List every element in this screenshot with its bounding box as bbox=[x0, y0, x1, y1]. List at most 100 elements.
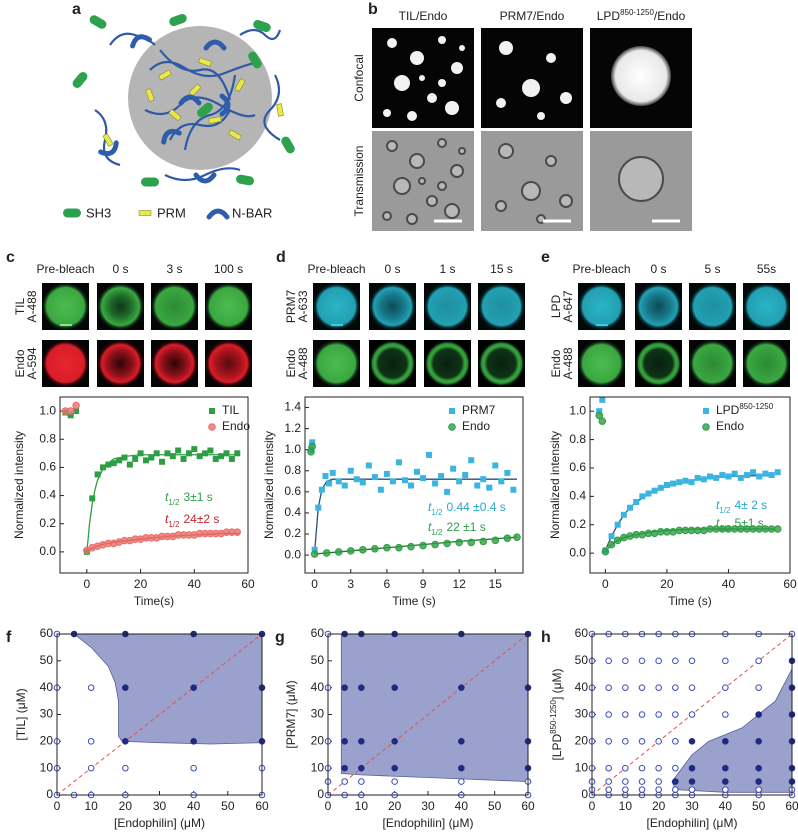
mixed-point bbox=[638, 684, 646, 691]
point bbox=[756, 473, 763, 480]
x-tick-label: 50 bbox=[752, 799, 766, 813]
point bbox=[767, 525, 776, 533]
sh3 bbox=[70, 70, 90, 90]
time-label: 55s bbox=[757, 262, 776, 276]
point bbox=[598, 417, 607, 425]
droplet-image bbox=[409, 153, 425, 169]
phase-separated-point bbox=[391, 738, 398, 745]
x-tick-label: 40 bbox=[722, 577, 736, 591]
point bbox=[467, 538, 476, 547]
mixed-point bbox=[672, 786, 679, 793]
droplet-image bbox=[545, 155, 557, 167]
droplet-image bbox=[427, 93, 437, 103]
point bbox=[341, 482, 348, 489]
mixed-point bbox=[755, 657, 762, 665]
phase-separated-point bbox=[358, 738, 365, 745]
point bbox=[768, 472, 775, 479]
frap-image bbox=[42, 340, 89, 387]
y-tick-label: 0.8 bbox=[39, 431, 56, 445]
phase-separated-point bbox=[190, 684, 197, 691]
droplet-image bbox=[445, 101, 459, 115]
droplet-image bbox=[437, 181, 447, 191]
droplet-image bbox=[559, 194, 573, 208]
mixed-point bbox=[672, 764, 679, 772]
x-tick-label: 15 bbox=[489, 577, 503, 591]
point bbox=[455, 538, 463, 547]
chain bbox=[164, 167, 241, 182]
x-tick-label: 30 bbox=[153, 799, 167, 813]
point bbox=[94, 471, 101, 478]
point bbox=[212, 455, 219, 462]
mixed-point bbox=[672, 738, 679, 745]
droplet-image bbox=[450, 164, 464, 178]
nbar bbox=[131, 34, 150, 46]
x-axis-label: Time (s) bbox=[392, 594, 436, 608]
droplet-image bbox=[522, 79, 540, 97]
frap-image bbox=[689, 283, 736, 330]
frap-image bbox=[478, 283, 525, 330]
phase-separated-point bbox=[358, 764, 365, 772]
point bbox=[308, 442, 317, 451]
y-tick-label: 1.4 bbox=[284, 400, 301, 414]
plot-frame bbox=[589, 396, 791, 574]
legend-marker bbox=[208, 423, 216, 431]
frap-image bbox=[424, 283, 471, 330]
annotation-symbol: t bbox=[716, 498, 720, 512]
point bbox=[700, 526, 708, 535]
sh3 bbox=[168, 12, 188, 28]
point bbox=[743, 472, 750, 479]
point bbox=[719, 472, 726, 479]
point bbox=[688, 479, 695, 486]
y-tick-label: 1.2 bbox=[284, 421, 301, 435]
schematic: SH3 PRM N-BAR bbox=[63, 12, 297, 220]
y-tick-label: 60 bbox=[575, 626, 589, 640]
time-label: 15 s bbox=[490, 262, 513, 276]
point bbox=[773, 525, 782, 533]
channel-label: LPD bbox=[549, 294, 563, 318]
annotation: t1/2 4± 2 s bbox=[716, 498, 767, 514]
point bbox=[443, 539, 451, 548]
point bbox=[326, 480, 333, 487]
phase-separated-point bbox=[122, 738, 129, 745]
channel-label: Endo bbox=[549, 349, 563, 377]
point bbox=[656, 528, 665, 536]
text-part: LPD bbox=[597, 9, 621, 23]
y-axis-label: [LPD850-1250] (μM) bbox=[549, 668, 565, 760]
point bbox=[153, 450, 160, 457]
y-tick-label: 30 bbox=[311, 707, 325, 721]
annotation-subscript: 1/2 bbox=[168, 498, 180, 507]
x-tick-label: 0 bbox=[54, 799, 61, 813]
y-tick-label: 0.6 bbox=[569, 460, 586, 474]
point bbox=[713, 474, 720, 481]
y-tick-label: 60 bbox=[40, 626, 54, 640]
phase-separated-point bbox=[755, 778, 762, 785]
point bbox=[185, 450, 192, 457]
point bbox=[359, 479, 366, 486]
y-axis-label: Normalized intensity bbox=[548, 431, 562, 539]
point bbox=[207, 447, 214, 454]
legend-marker bbox=[703, 408, 709, 414]
superscript: 850-1250 bbox=[620, 8, 654, 17]
mixed-point bbox=[605, 778, 612, 785]
mixed-point bbox=[672, 657, 679, 665]
y-axis-label: [PRM7] (μM) bbox=[284, 680, 298, 748]
droplet-image bbox=[611, 46, 671, 106]
point bbox=[650, 529, 659, 538]
y-tick-label: 0.2 bbox=[569, 517, 586, 531]
y-tick-label: 40 bbox=[575, 680, 589, 694]
point bbox=[595, 411, 604, 420]
x-tick-label: 40 bbox=[187, 799, 201, 813]
phase-separated-point bbox=[458, 684, 465, 691]
column-title: TIL/Endo bbox=[399, 9, 448, 23]
x-axis-label: Time(s) bbox=[134, 594, 174, 608]
point bbox=[774, 469, 781, 476]
x-tick-label: 20 bbox=[660, 577, 674, 591]
point bbox=[670, 480, 677, 487]
mixed-point bbox=[655, 738, 662, 745]
time-label: 1 s bbox=[439, 262, 455, 276]
point bbox=[311, 546, 318, 553]
droplet-image bbox=[444, 203, 460, 219]
annotation-subscript: 1/2 bbox=[431, 508, 443, 517]
x-tick-label: 20 bbox=[134, 577, 148, 591]
point bbox=[503, 534, 512, 543]
